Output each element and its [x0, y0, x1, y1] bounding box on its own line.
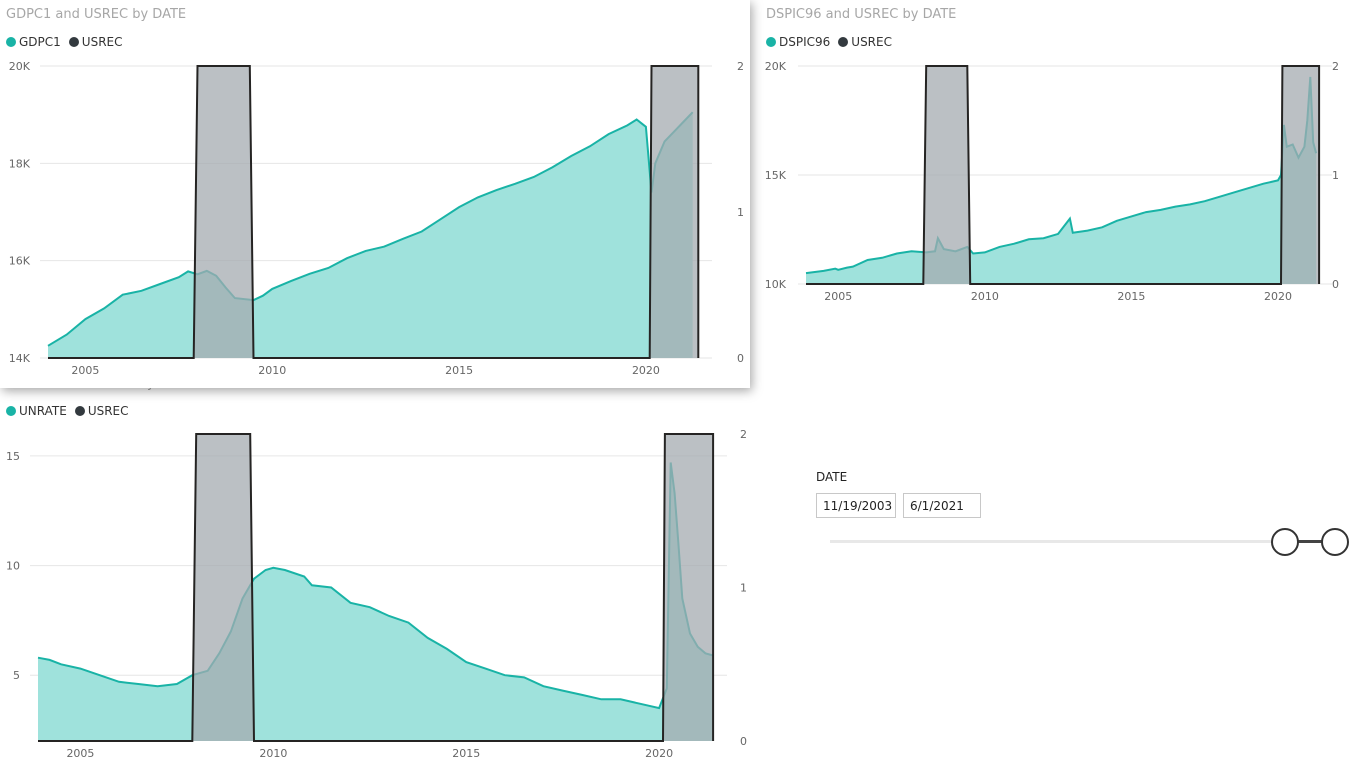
x-tick-label: 2015 — [445, 364, 473, 377]
usrec-line — [38, 433, 715, 742]
legend-label: USREC — [81, 35, 123, 49]
series-area — [806, 76, 1317, 285]
start-date-input[interactable]: 11/19/2003 — [816, 493, 896, 518]
y-left-tick-label: 10 — [6, 560, 20, 573]
unrate-plot: 5 10 15 0 1 2 2005 2010 2015 2020 — [6, 428, 747, 760]
y-right-tick-label: 1 — [1332, 169, 1339, 182]
series-line — [47, 111, 694, 347]
chart-legend: UNRATE USREC — [6, 404, 137, 418]
x-tick-label: 2020 — [632, 364, 660, 377]
usrec-area — [48, 66, 699, 358]
usrec-line — [806, 65, 1321, 285]
slider-selected-range — [1284, 540, 1335, 543]
y-right-tick-label: 2 — [1332, 60, 1339, 73]
chart-legend: DSPIC96 USREC — [766, 35, 900, 49]
legend-item-series[interactable]: UNRATE — [6, 404, 67, 418]
y-left-tick-label: 20K — [765, 60, 787, 73]
y-left-tick-label: 10K — [765, 278, 787, 291]
slider-end-handle[interactable] — [1321, 528, 1349, 556]
y-left-tick-label: 5 — [13, 669, 20, 682]
x-tick-label: 2005 — [71, 364, 99, 377]
chart-title: GDPC1 and USREC by DATE — [6, 7, 187, 22]
y-right-tick-label: 2 — [740, 428, 747, 441]
legend-label: GDPC1 — [19, 35, 61, 49]
x-tick-label: 2015 — [1117, 290, 1145, 303]
y-right-tick-label: 0 — [737, 352, 744, 365]
y-left-tick-label: 15K — [765, 169, 787, 182]
y-left-tick-label: 15 — [6, 450, 20, 463]
legend-item-usrec[interactable]: USREC — [838, 35, 892, 49]
legend-item-series[interactable]: DSPIC96 — [766, 35, 830, 49]
x-tick-label: 2010 — [971, 290, 999, 303]
date-slicer[interactable]: DATE 11/19/2003 6/1/2021 — [812, 462, 1358, 562]
dspic96-chart-visual[interactable]: DSPIC96 and USREC by DATE DSPIC96 USREC … — [760, 0, 1358, 310]
legend-item-usrec[interactable]: USREC — [68, 35, 123, 49]
legend-item-series[interactable]: GDPC1 — [6, 35, 61, 49]
y-left-tick-label: 16K — [9, 255, 31, 268]
y-right-tick-label: 1 — [740, 582, 747, 595]
legend-item-usrec[interactable]: USREC — [74, 404, 129, 418]
x-tick-label: 2015 — [452, 747, 480, 760]
x-tick-label: 2010 — [259, 747, 287, 760]
legend-label: DSPIC96 — [779, 35, 831, 49]
y-right-tick-label: 2 — [737, 60, 744, 73]
slider-track[interactable] — [830, 540, 1335, 543]
legend-label: USREC — [87, 404, 129, 418]
x-tick-label: 2020 — [645, 747, 673, 760]
gdpc1-chart-visual[interactable]: GDPC1 and USREC by DATE GDPC1 USREC 14K 1… — [0, 0, 750, 388]
x-tick-label: 2010 — [258, 364, 286, 377]
unrate-chart-visual[interactable]: UNRATE and USREC by DATE UNRATE USREC 51… — [0, 372, 750, 772]
legend-label: USREC — [851, 35, 892, 49]
chart-legend: GDPC1 USREC — [6, 35, 131, 49]
x-tick-label: 2005 — [824, 290, 852, 303]
y-left-tick-label: 18K — [9, 157, 31, 170]
y-right-tick-label: 1 — [737, 206, 744, 219]
slider-start-handle[interactable] — [1270, 528, 1299, 556]
series-area — [48, 112, 693, 358]
usrec-line — [48, 65, 700, 359]
usrec-area — [806, 66, 1320, 284]
y-left-tick-label: 20K — [9, 60, 31, 73]
usrec-area — [38, 434, 714, 741]
gdpc1-plot: 14K 16K 18K 20K 0 1 2 2005 2010 2015 2020 — [9, 60, 744, 377]
x-tick-label: 2005 — [66, 747, 94, 760]
slicer-title: DATE — [816, 470, 848, 484]
dspic96-plot: 10K 15K 20K 0 1 2 2005 2010 2015 2020 — [765, 60, 1339, 303]
y-right-tick-label: 0 — [740, 735, 747, 748]
end-date-input[interactable]: 6/1/2021 — [903, 493, 981, 518]
chart-title: DSPIC96 and USREC by DATE — [766, 7, 957, 22]
y-right-tick-label: 0 — [1332, 278, 1339, 291]
y-left-tick-label: 14K — [9, 352, 31, 365]
legend-label: UNRATE — [19, 404, 67, 418]
x-tick-label: 2020 — [1264, 290, 1292, 303]
